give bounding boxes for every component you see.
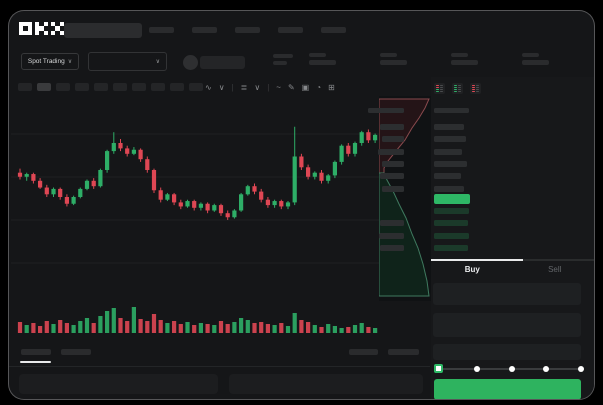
nav-item[interactable] [235,27,260,33]
fullscreen-icon[interactable]: ⊞ [328,82,335,92]
divider: | [267,82,270,92]
footer-action[interactable] [388,349,419,355]
chevron-down-icon: ∨ [67,59,73,65]
timeframe-chip[interactable] [37,83,51,91]
slider-step-dot[interactable] [543,366,550,372]
orderbook-panel: Buy Sell [368,77,594,399]
stat-item [451,53,478,65]
footer-action[interactable] [349,349,378,355]
top-nav [149,27,346,33]
total-input[interactable] [433,344,581,360]
slider-step-dot[interactable] [578,366,585,372]
chevron-down-icon: ∨ [155,59,160,65]
chevron-down-icon[interactable]: ∨ [218,82,225,92]
book-bids-icon[interactable] [452,83,463,94]
chart-style-icon[interactable]: ∿ [205,82,212,92]
sell-tab-indicator [523,259,594,261]
draw-tool-icon[interactable]: ✎ [287,82,295,92]
nav-item[interactable] [278,27,303,33]
stat-item [309,53,336,65]
ticker-stats [309,53,549,65]
orders-table-placeholder [229,374,423,394]
last-price-bar[interactable] [434,194,470,204]
logo-glyph-o [19,22,32,35]
market-type-label: Spot Trading [27,58,65,65]
book-asks-icon[interactable] [470,83,481,94]
buy-button[interactable] [434,379,581,399]
nav-item[interactable] [149,27,174,33]
screenshot-icon[interactable]: ▣ [301,82,310,92]
timeframe-chips [18,83,203,91]
timeframe-chip[interactable] [151,83,165,91]
divider [9,366,430,367]
logo-glyph-x [51,22,64,35]
nav-item[interactable] [192,27,217,33]
orderbook-view-toggles [434,83,481,94]
candlestick-chart[interactable] [9,101,381,346]
line-tool-icon[interactable]: ~ [276,82,281,92]
timeframe-chip[interactable] [170,83,184,91]
slider-step-dot[interactable] [473,366,480,372]
slider-handle[interactable] [434,364,443,373]
divider: | [231,82,234,92]
logo-glyph-k [35,22,48,35]
timeframe-chip[interactable] [56,83,70,91]
price-input[interactable] [433,283,581,305]
nav-item[interactable] [321,27,346,33]
footer-tab-history[interactable] [61,349,91,355]
depth-chart [378,96,431,301]
book-combined-icon[interactable] [434,83,445,94]
stat-item [522,53,549,65]
price-placeholder [273,54,293,68]
history-icon[interactable]: ◔ [316,82,322,92]
timeframe-chip[interactable] [18,83,32,91]
chart-tools: ∿ ∨ | ≣ ∨ | ~ ✎ ▣ ◔ ⊞ [205,81,335,93]
timeframe-chip[interactable] [132,83,146,91]
stat-item [380,53,407,65]
timeframe-chip[interactable] [94,83,108,91]
pair-selector[interactable]: ∨ [88,52,167,71]
app-window: Spot Trading ∨ ∨ ∿ ∨ | ≣ ∨ | ~ ✎ ▣ ◔ ⊞ Bu [8,10,595,400]
search-input[interactable] [64,23,142,38]
amount-slider[interactable] [431,363,594,375]
okx-logo[interactable] [19,22,65,35]
amount-input[interactable] [433,313,581,337]
orders-table-placeholder [19,374,218,394]
coin-icon [183,55,198,70]
market-type-selector[interactable]: Spot Trading ∨ [21,53,79,70]
timeframe-chip[interactable] [189,83,203,91]
indicators-icon[interactable]: ≣ [240,82,248,92]
pair-name-placeholder [200,56,245,69]
slider-step-dot[interactable] [508,366,515,372]
footer-active-tab-underline [20,361,51,363]
timeframe-chip[interactable] [113,83,127,91]
footer-tab-orders[interactable] [21,349,51,355]
tab-buy[interactable]: Buy [464,265,480,274]
tab-sell[interactable]: Sell [548,265,562,274]
chevron-down-icon[interactable]: ∨ [254,82,261,92]
timeframe-chip[interactable] [75,83,89,91]
buy-tab-indicator [431,259,523,261]
